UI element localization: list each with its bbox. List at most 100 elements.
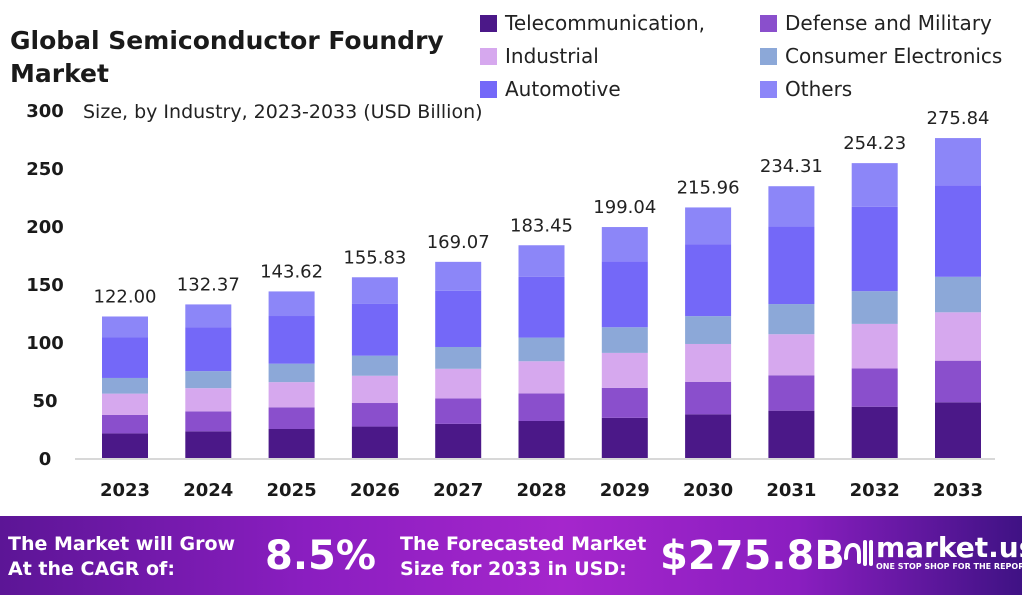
bar-segment-defense-and-military <box>102 414 148 434</box>
bar-segment-others <box>185 304 232 328</box>
bar-segment-consumer-electronics <box>102 377 148 394</box>
bar-segment-automotive <box>768 226 815 305</box>
chart-subtitle: Size, by Industry, 2023-2033 (USD Billio… <box>83 101 483 123</box>
legend-label: Consumer Electronics <box>785 44 1003 68</box>
bar-segment-defense-and-military <box>518 393 565 421</box>
logo-mark-icon <box>844 540 873 566</box>
bar-segment-automotive <box>851 206 898 292</box>
legend-label: Others <box>785 77 853 101</box>
bar-segment-industrial <box>851 323 898 369</box>
bar-segment-defense-and-military <box>601 387 648 418</box>
bar-segment-telecommunication <box>851 406 898 458</box>
summary-banner: The Market will Grow At the CAGR of: 8.5… <box>0 516 1022 595</box>
legend-swatch <box>760 14 777 32</box>
bar-segment-automotive <box>935 185 981 277</box>
legend-swatch <box>480 80 497 98</box>
bar-segment-others <box>768 186 815 227</box>
bar-segment-industrial <box>185 388 232 412</box>
x-tick-label: 2023 <box>100 480 150 501</box>
bar-segment-others <box>935 138 981 186</box>
bar-segment-automotive <box>518 276 565 338</box>
bar-segment-industrial <box>518 361 565 394</box>
stacked-bar-chart: 0 50 100 150 200 250 300 122.00 2023 132.37 2024 14… <box>26 101 995 501</box>
chart-title: Global Semiconductor Foundry Market <box>10 26 444 88</box>
legend-label: Telecommunication, <box>505 11 706 35</box>
bar-total-label: 122.00 <box>94 286 157 307</box>
bar-segment-others <box>268 291 315 317</box>
bar-segment-industrial <box>351 375 398 404</box>
bar-segment-industrial <box>435 368 482 399</box>
market-us-logo: market.us ONE STOP SHOP FOR THE REPORTS <box>844 534 1022 572</box>
bar-total-label: 132.37 <box>177 274 240 295</box>
bar-segment-telecommunication <box>685 414 732 458</box>
bar-total-label: 155.83 <box>343 247 406 268</box>
bar-segment-others <box>601 227 648 262</box>
y-tick-label: 250 <box>26 159 64 180</box>
y-tick-label: 0 <box>39 449 52 470</box>
bar-segment-automotive <box>102 337 148 378</box>
legend-label: Industrial <box>505 44 599 68</box>
bar-total-label: 199.04 <box>593 197 656 218</box>
x-tick-label: 2029 <box>600 480 650 501</box>
legend-item-automotive: Automotive <box>480 77 621 101</box>
bar-segment-industrial <box>601 352 648 388</box>
bar-segment-automotive <box>351 303 398 356</box>
x-tick-label: 2033 <box>933 480 983 501</box>
legend-item-industrial: Industrial <box>480 44 599 68</box>
x-tick-label: 2025 <box>267 480 317 501</box>
legend-swatch <box>760 47 777 65</box>
cagr-label-line: The Market will Grow <box>8 533 236 555</box>
bar-segment-defense-and-military <box>435 398 482 424</box>
x-tick-label: 2024 <box>183 480 233 501</box>
bar-segment-industrial <box>102 393 148 415</box>
bar-segment-automotive <box>268 316 315 364</box>
forecast-label: The Forecasted Market Size for 2033 in U… <box>400 532 646 582</box>
bar-segment-consumer-electronics <box>851 291 898 324</box>
legend-item-consumer-electronics: Consumer Electronics <box>760 44 1002 68</box>
bar-segment-telecommunication <box>601 417 648 458</box>
x-tick-label: 2031 <box>766 480 816 501</box>
bar-segment-others <box>102 316 148 338</box>
bar-segment-consumer-electronics <box>685 316 732 344</box>
legend-item-defense: Defense and Military <box>760 11 992 35</box>
bar-segment-consumer-electronics <box>351 355 398 376</box>
forecast-label-line: The Forecasted Market <box>400 533 647 555</box>
bar-segment-telecommunication <box>768 410 815 458</box>
logo-tagline: ONE STOP SHOP FOR THE REPORTS <box>876 562 1022 571</box>
forecast-value: $275.8B <box>660 533 845 579</box>
bar-segment-industrial <box>768 334 815 376</box>
bar-total-label: 215.96 <box>677 177 740 198</box>
x-tick-label: 2027 <box>433 480 483 501</box>
x-tick-label: 2026 <box>350 480 400 501</box>
cagr-label-line: At the CAGR of: <box>8 558 175 580</box>
bar-total-label: 169.07 <box>427 232 490 253</box>
bar-segment-telecommunication <box>185 431 232 458</box>
bar-segment-defense-and-military <box>935 360 981 403</box>
bar-segment-defense-and-military <box>185 411 232 432</box>
x-tick-label: 2032 <box>850 480 900 501</box>
bar-segment-defense-and-military <box>768 375 815 411</box>
y-tick-label: 150 <box>26 275 64 296</box>
bar-segment-industrial <box>935 312 981 361</box>
bar-segment-telecommunication <box>518 420 565 458</box>
bar-segment-telecommunication <box>351 426 398 458</box>
y-tick-label: 200 <box>26 217 64 238</box>
y-tick-label: 50 <box>32 391 57 412</box>
bar-segment-consumer-electronics <box>601 327 648 353</box>
bar-segment-others <box>685 207 732 245</box>
logo-name: market.us <box>876 531 1022 564</box>
bar-segment-others <box>435 261 482 291</box>
bar-segment-telecommunication <box>102 433 148 458</box>
bar-segment-industrial <box>268 382 315 408</box>
legend-swatch <box>480 14 497 32</box>
y-tick-label: 100 <box>26 333 64 354</box>
x-tick-label: 2028 <box>516 480 566 501</box>
legend-swatch <box>480 47 497 65</box>
legend-swatch <box>760 80 777 98</box>
cagr-label: The Market will Grow At the CAGR of: <box>8 532 235 582</box>
bar-segment-automotive <box>601 261 648 328</box>
legend-item-others: Others <box>760 77 852 101</box>
bar-total-label: 143.62 <box>260 261 323 282</box>
forecast-label-line: Size for 2033 in USD: <box>400 558 627 580</box>
bar-segment-consumer-electronics <box>435 346 482 369</box>
